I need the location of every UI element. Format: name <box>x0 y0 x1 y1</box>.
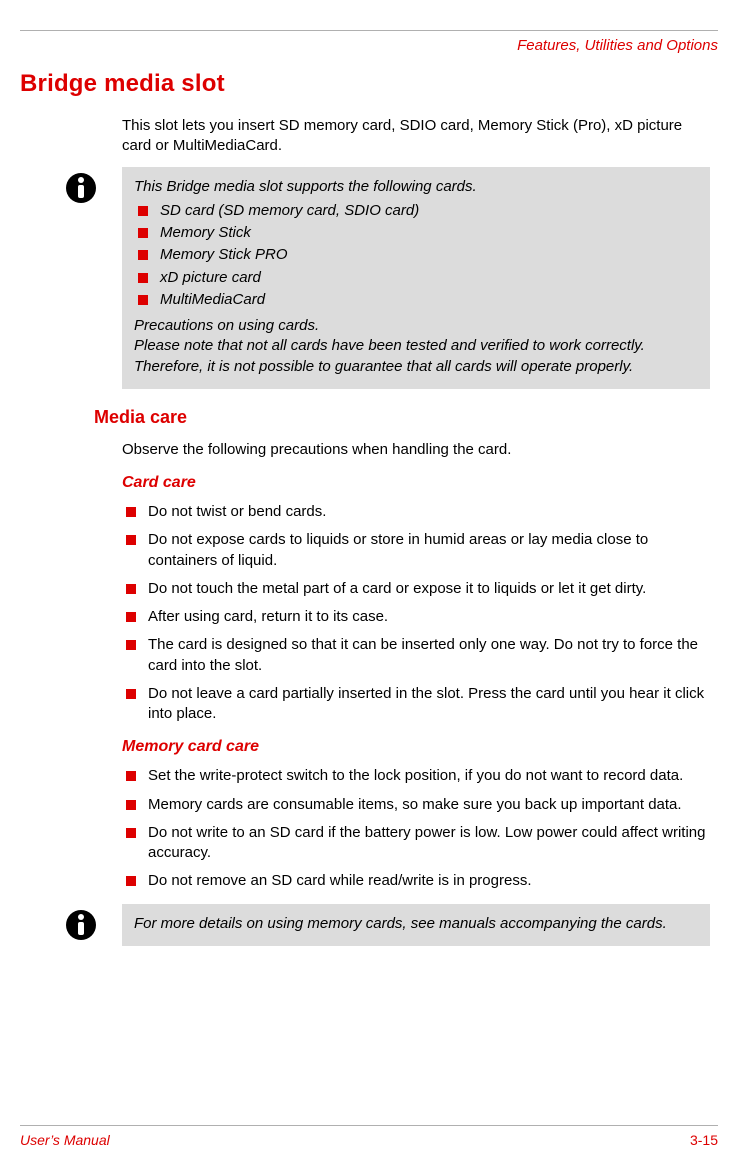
info-icon <box>64 171 98 205</box>
body-column: This slot lets you insert SD memory card… <box>122 116 710 946</box>
bullet-icon <box>126 689 136 699</box>
page: Features, Utilities and Options Bridge m… <box>0 0 738 1172</box>
list-item-label: MultiMediaCard <box>160 290 698 310</box>
memory-card-care-list: Set the write-protect switch to the lock… <box>122 766 710 891</box>
info-box-more-details: For more details on using memory cards, … <box>122 904 710 946</box>
precautions-label: Precautions on using cards. <box>134 316 698 336</box>
bullet-icon <box>126 800 136 810</box>
list-item-label: Do not remove an SD card while read/writ… <box>148 871 710 891</box>
bullet-icon <box>126 828 136 838</box>
bullet-icon <box>138 228 148 238</box>
bullet-icon <box>126 507 136 517</box>
bullet-icon <box>138 206 148 216</box>
list-item-label: Memory cards are consumable items, so ma… <box>148 795 710 815</box>
list-item: Do not write to an SD card if the batter… <box>122 823 710 864</box>
bullet-icon <box>126 876 136 886</box>
media-care-heading: Media care <box>94 407 710 428</box>
list-item-label: Do not expose cards to liquids or store … <box>148 530 710 571</box>
bullet-icon <box>126 584 136 594</box>
memory-card-care-heading: Memory card care <box>122 738 710 756</box>
intro-paragraph: This slot lets you insert SD memory card… <box>122 116 710 157</box>
list-item-label: Memory Stick <box>160 223 698 243</box>
bullet-icon <box>138 250 148 260</box>
footer-rule <box>20 1125 718 1126</box>
list-item: The card is designed so that it can be i… <box>122 635 710 676</box>
info-box-supported-cards: This Bridge media slot supports the foll… <box>122 167 710 389</box>
list-item: Do not leave a card partially inserted i… <box>122 684 710 725</box>
list-item: Do not remove an SD card while read/writ… <box>122 871 710 891</box>
bullet-icon <box>126 535 136 545</box>
info-lead: This Bridge media slot supports the foll… <box>134 177 698 197</box>
header-section-label: Features, Utilities and Options <box>20 37 718 54</box>
header-rule <box>20 30 718 31</box>
list-item: After using card, return it to its case. <box>122 607 710 627</box>
supported-cards-list: SD card (SD memory card, SDIO card) Memo… <box>134 201 698 310</box>
list-item: Do not expose cards to liquids or store … <box>122 530 710 571</box>
bullet-icon <box>126 640 136 650</box>
list-item: xD picture card <box>134 268 698 288</box>
bullet-icon <box>138 273 148 283</box>
list-item-label: Do not write to an SD card if the batter… <box>148 823 710 864</box>
media-care-intro: Observe the following precautions when h… <box>122 440 710 460</box>
list-item-label: xD picture card <box>160 268 698 288</box>
list-item-label: Set the write-protect switch to the lock… <box>148 766 710 786</box>
bullet-icon <box>126 771 136 781</box>
list-item-label: The card is designed so that it can be i… <box>148 635 710 676</box>
list-item-label: Do not leave a card partially inserted i… <box>148 684 710 725</box>
footer-left-label: User’s Manual <box>20 1132 110 1148</box>
list-item-label: Do not touch the metal part of a card or… <box>148 579 710 599</box>
page-footer: User’s Manual 3-15 <box>20 1125 718 1148</box>
list-item: Do not touch the metal part of a card or… <box>122 579 710 599</box>
list-item-label: SD card (SD memory card, SDIO card) <box>160 201 698 221</box>
info-more-details-text: For more details on using memory cards, … <box>134 914 698 934</box>
list-item: Memory Stick PRO <box>134 245 698 265</box>
bullet-icon <box>138 295 148 305</box>
list-item-label: After using card, return it to its case. <box>148 607 710 627</box>
page-title: Bridge media slot <box>20 70 718 98</box>
list-item: MultiMediaCard <box>134 290 698 310</box>
list-item: Memory Stick <box>134 223 698 243</box>
footer-page-number: 3-15 <box>690 1132 718 1148</box>
info-icon <box>64 908 98 942</box>
card-care-list: Do not twist or bend cards. Do not expos… <box>122 502 710 724</box>
bullet-icon <box>126 612 136 622</box>
list-item-label: Memory Stick PRO <box>160 245 698 265</box>
list-item: SD card (SD memory card, SDIO card) <box>134 201 698 221</box>
list-item-label: Do not twist or bend cards. <box>148 502 710 522</box>
list-item: Do not twist or bend cards. <box>122 502 710 522</box>
list-item: Memory cards are consumable items, so ma… <box>122 795 710 815</box>
list-item: Set the write-protect switch to the lock… <box>122 766 710 786</box>
card-care-heading: Card care <box>122 474 710 492</box>
info-note: Please note that not all cards have been… <box>134 336 698 377</box>
